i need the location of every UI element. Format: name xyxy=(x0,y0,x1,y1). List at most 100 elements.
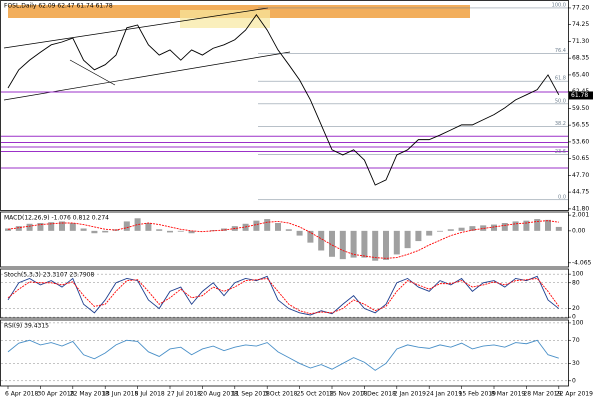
histogram-bar xyxy=(415,230,422,242)
x-tick-label: 24 Jan 2019 xyxy=(426,391,462,398)
pane-title: Stoch(5,3,3) 23.3107 23.7908 xyxy=(4,272,95,279)
x-tick-label: 13 Jun 2018 xyxy=(102,391,138,398)
histogram-bar xyxy=(534,219,541,231)
y-tick-label: 80 xyxy=(572,279,580,286)
y-tick-label: 0 xyxy=(572,314,576,321)
y-tick-label: 100 xyxy=(572,271,584,278)
y-tick-label: 53.60 xyxy=(572,138,589,145)
indicator-line xyxy=(7,275,560,316)
fib-label: 50.0 xyxy=(555,98,566,104)
x-tick-label: 15 Nov 2018 xyxy=(329,391,368,398)
histogram-bar xyxy=(372,230,379,261)
histogram-bar xyxy=(555,226,562,231)
signal-line xyxy=(7,220,559,259)
x-tick-label: 7 Dec 2018 xyxy=(361,391,396,398)
histogram-bar xyxy=(264,219,271,231)
y-tick-label: 59.50 xyxy=(572,105,589,112)
histogram-bar xyxy=(167,230,173,233)
histogram-bar xyxy=(102,230,109,233)
histogram-bar xyxy=(501,223,508,231)
pane-title: RSI(9) 39.4315 xyxy=(4,323,49,330)
fib-label: 61.8 xyxy=(555,76,566,82)
histogram-bar xyxy=(523,220,530,231)
y-tick-label: 44.75 xyxy=(572,189,589,196)
histogram-bar xyxy=(491,224,497,231)
histogram-bar xyxy=(393,230,400,255)
y-tick-label: 70 xyxy=(572,337,580,344)
histogram-bar xyxy=(177,230,184,232)
y-tick-label: 71.30 xyxy=(572,38,589,45)
histogram-bar xyxy=(285,229,292,231)
y-tick-label: -4.065 xyxy=(572,259,592,266)
pane-frame xyxy=(0,0,569,211)
pane-title: FOSL,Daily 62.09 62.47 61.74 61.78 xyxy=(4,3,113,10)
histogram-bar xyxy=(350,230,357,258)
x-tick-label: 15 Feb 2019 xyxy=(459,391,497,398)
histogram-bar xyxy=(296,230,303,236)
pane-frame xyxy=(0,211,569,268)
histogram-bar xyxy=(426,230,433,236)
histogram-bar xyxy=(318,230,325,251)
channel-line xyxy=(3,7,269,49)
histogram-bar xyxy=(145,223,152,231)
histogram-bar xyxy=(512,221,519,231)
fib-label: 38.2 xyxy=(555,121,566,127)
indicator-line xyxy=(7,13,560,186)
histogram-bar xyxy=(59,221,65,231)
y-tick-label: 100 xyxy=(572,319,584,326)
x-tick-label: 5 Jul 2018 xyxy=(135,391,165,398)
y-tick-label: 47.70 xyxy=(572,172,589,179)
y-tick-label: 56.55 xyxy=(572,122,589,129)
fib-label: 100.0 xyxy=(552,2,566,8)
histogram-bar xyxy=(5,228,11,231)
x-tick-label: 22 May 2018 xyxy=(70,391,109,398)
histogram-bar xyxy=(123,221,130,231)
x-tick-label: 22 Apr 2019 xyxy=(556,391,593,398)
histogram-bar xyxy=(383,230,389,260)
y-tick-label: 41.80 xyxy=(572,205,589,212)
indicator-line xyxy=(7,339,559,371)
x-tick-label: 27 Jul 2018 xyxy=(167,391,201,398)
histogram-bar xyxy=(275,223,281,231)
x-tick-label: 2 Jan 2019 xyxy=(394,391,426,398)
histogram-bar xyxy=(253,220,260,231)
histogram-bar xyxy=(15,226,22,231)
y-tick-label: 20 xyxy=(572,305,580,312)
y-tick-label: 0.00 xyxy=(572,227,586,234)
histogram-bar xyxy=(339,230,346,260)
y-tick-label: 74.25 xyxy=(572,21,589,28)
histogram-bar xyxy=(458,227,465,231)
histogram-bar xyxy=(26,223,33,231)
y-tick-label: 77.20 xyxy=(572,4,589,11)
histogram-bar xyxy=(447,229,454,231)
histogram-bar xyxy=(437,230,443,232)
histogram-bar xyxy=(329,230,335,257)
histogram-bar xyxy=(469,226,476,231)
channel-line xyxy=(3,51,291,101)
histogram-bar xyxy=(156,229,163,231)
histogram-bar xyxy=(404,230,411,249)
x-tick-label: 25 Oct 2018 xyxy=(297,391,334,398)
pane-title: MACD(12,26,9) -1.076 0.812 0.274 xyxy=(4,215,109,222)
histogram-bar xyxy=(80,228,87,231)
x-tick-label: 20 Aug 2018 xyxy=(199,391,238,398)
histogram-bar xyxy=(188,230,195,234)
y-tick-label: 65.40 xyxy=(572,71,589,78)
x-tick-label: 28 Mar 2019 xyxy=(523,391,561,398)
fib-label: 23.6 xyxy=(555,149,566,155)
histogram-bar xyxy=(221,228,227,231)
signal-line xyxy=(7,277,560,315)
fib-label: 76.4 xyxy=(555,48,566,54)
current-price-label: 61.78 xyxy=(571,92,588,99)
histogram-bar xyxy=(480,225,487,231)
x-tick-label: 8 Mar 2019 xyxy=(491,391,525,398)
y-tick-label: 50.65 xyxy=(572,155,589,162)
histogram-bar xyxy=(307,230,314,243)
y-tick-label: 68.35 xyxy=(572,55,589,62)
fib-label: 0.0 xyxy=(558,194,566,200)
y-tick-label: 2.001 xyxy=(572,212,589,219)
y-tick-label: 30 xyxy=(572,360,580,367)
histogram-bar xyxy=(37,223,44,231)
x-tick-label: 30 Apr 2018 xyxy=(37,391,74,398)
